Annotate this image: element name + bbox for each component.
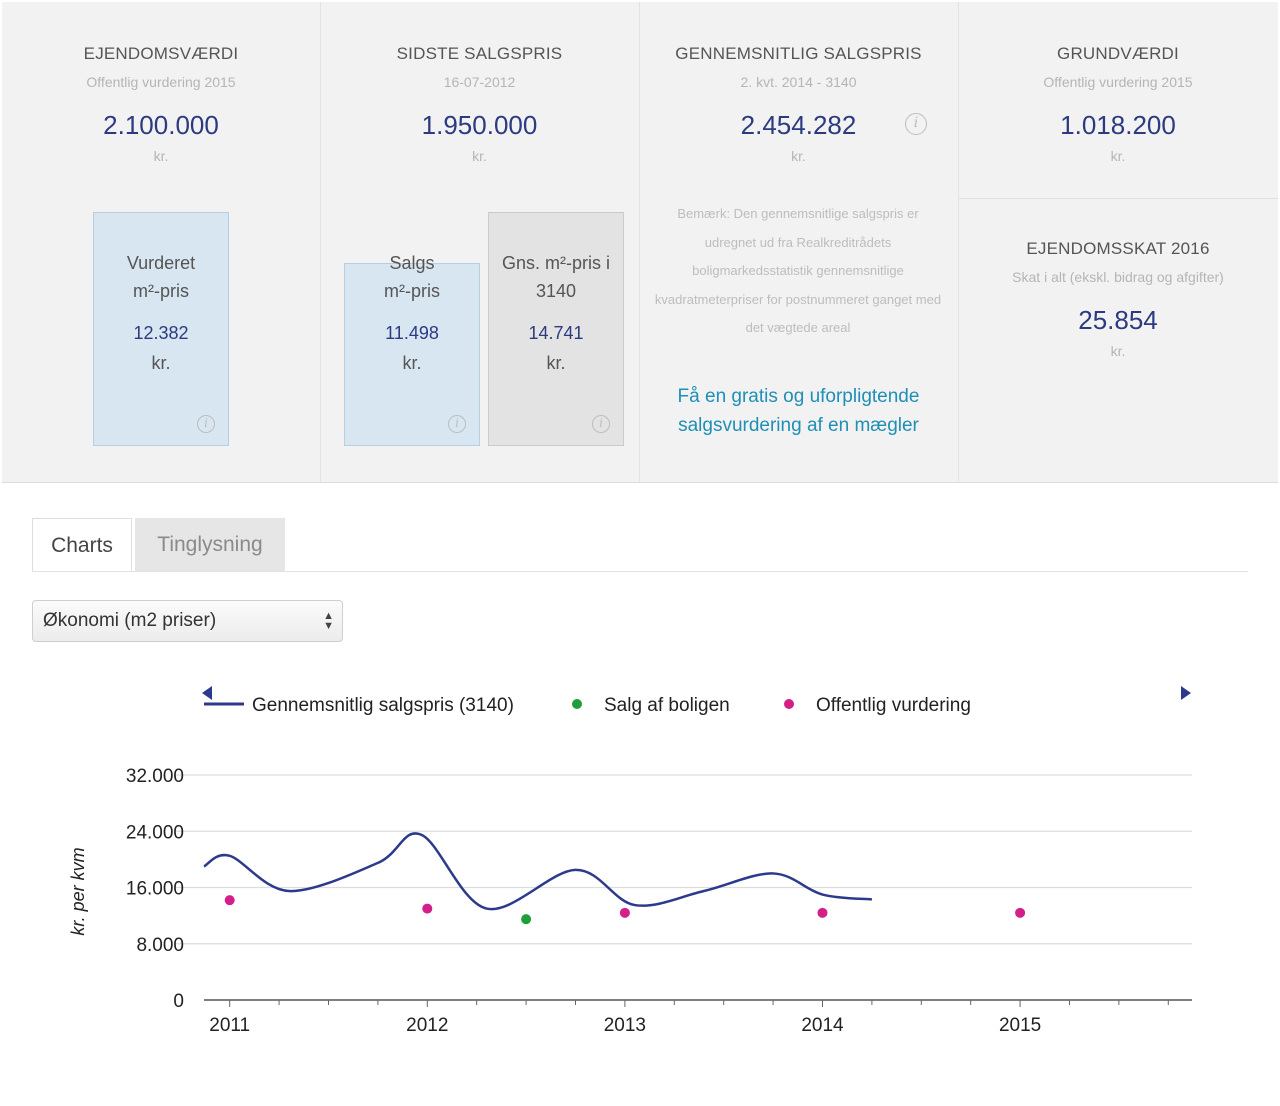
x-tick-label: 2012 xyxy=(406,1015,448,1036)
arrow-right-icon[interactable] xyxy=(1181,686,1191,700)
x-tick-label: 2015 xyxy=(999,1015,1041,1036)
stat-title: GENNEMSNITLIG SALGSPRIS xyxy=(675,44,922,63)
point-offentlig-vurdering xyxy=(1015,907,1026,918)
y-tick-label: 8.000 xyxy=(136,935,184,956)
stat-value: 1.950.000 xyxy=(421,110,538,140)
series-line-gennemsnitlig-salgspris xyxy=(203,832,873,911)
cta-line1[interactable]: Få en gratis og uforpligtende xyxy=(677,386,920,407)
box-unit: kr. xyxy=(151,353,171,373)
box-value: 12.382 xyxy=(133,323,189,343)
stat-unit: kr. xyxy=(153,148,169,164)
gratis-salgsvurdering-link[interactable]: Få en gratis og uforpligtende salgsvurde… xyxy=(639,382,958,440)
tab-tinglysning[interactable]: Tinglysning xyxy=(135,518,285,572)
stat-subtitle: 2. kvt. 2014 - 3140 xyxy=(740,74,857,90)
select-value[interactable]: Økonomi (m2 priser) xyxy=(43,610,217,631)
info-circle-icon[interactable]: i xyxy=(197,415,215,433)
y-tick-label: 24.000 xyxy=(126,822,184,843)
stat-subtitle: 16-07-2012 xyxy=(443,74,516,90)
tab-charts[interactable]: Charts xyxy=(32,518,132,572)
stat-value: 2.454.282 xyxy=(740,110,857,140)
stat-title: GRUNDVÆRDI xyxy=(1057,44,1179,63)
box-unit: kr. xyxy=(546,353,566,373)
chart-plot-area: 0 8.000 16.000 24.000 32.000 2011 2012 2013 2014… xyxy=(68,766,1192,1036)
stat-gennemsnitlig-salgspris: GENNEMSNITLIG SALGSPRIS 2. kvt. 2014 - 3… xyxy=(639,2,959,482)
vurderet-m2-box: Vurderet m²-pris 12.382 kr. i xyxy=(93,212,229,446)
stat-unit: kr. xyxy=(1110,148,1126,164)
stat-unit: kr. xyxy=(472,148,487,164)
stat-sidste-salgspris: SIDSTE SALGSPRIS 16-07-2012 1.950.000 kr… xyxy=(320,2,640,482)
box-label-line1: Gns. m²-pris i xyxy=(502,253,610,273)
legend-green-dot-marker xyxy=(572,699,582,709)
box-unit: kr. xyxy=(402,353,422,373)
box-value: 14.741 xyxy=(528,323,584,343)
box-label-line2: m²-pris xyxy=(384,281,440,301)
y-tick-label: 0 xyxy=(173,991,184,1012)
point-offentlig-vurdering xyxy=(619,907,630,918)
point-offentlig-vurdering xyxy=(224,895,235,906)
chart-type-select[interactable]: Økonomi (m2 priser) ▲ ▼ xyxy=(32,600,343,642)
y-tick-label: 32.000 xyxy=(126,766,184,787)
divider xyxy=(958,198,1278,199)
salgs-m2-box: Salgs m²-pris 11.498 kr. i xyxy=(344,253,480,446)
legend-salg[interactable]: Salg af boligen xyxy=(604,695,730,716)
info-circle-icon[interactable]: i xyxy=(592,415,610,433)
tab-underline xyxy=(32,571,1248,572)
box-label-line2: 3140 xyxy=(535,281,577,301)
stat-subtitle: Offentlig vurdering 2015 xyxy=(1043,74,1193,90)
box-label-line1: Vurderet xyxy=(126,253,196,273)
select-arrows-icon: ▲ ▼ xyxy=(323,610,334,632)
x-tick-label: 2014 xyxy=(801,1015,844,1036)
stat-ejendomsvaerdi: EJENDOMSVÆRDI Offentlig vurdering 2015 2… xyxy=(2,2,321,482)
x-tick-label: 2011 xyxy=(209,1015,250,1036)
stat-subtitle: Skat i alt (ekskl. bidrag og afgifter) xyxy=(1012,269,1224,285)
stat-value: 1.018.200 xyxy=(1060,110,1176,140)
y-axis-label: kr. per kvm xyxy=(68,847,88,935)
gennemsnit-note: Bemærk: Den gennemsnitlige salgspris er … xyxy=(654,206,942,335)
x-tick-label: 2013 xyxy=(604,1015,646,1036)
info-circle-icon[interactable]: i xyxy=(905,113,927,135)
box-label-line2: m²-pris xyxy=(133,281,189,301)
y-tick-label: 16.000 xyxy=(126,879,184,900)
stat-title: SIDSTE SALGSPRIS xyxy=(396,44,563,63)
stat-subtitle: Offentlig vurdering 2015 xyxy=(86,74,236,90)
gns-m2-box: Gns. m²-pris i 3140 14.741 kr. i xyxy=(488,212,624,446)
point-offentlig-vurdering xyxy=(817,907,828,918)
stat-grundvaerdi-ejendomsskat: GRUNDVÆRDI Offentlig vurdering 2015 1.01… xyxy=(958,2,1278,482)
chart-legend: Gennemsnitlig salgspris (3140) Salg af b… xyxy=(204,695,971,716)
legend-pink-dot-marker xyxy=(784,699,794,709)
box-label-line1: Salgs xyxy=(389,253,435,273)
stat-unit: kr. xyxy=(1110,343,1126,359)
stat-value: 25.854 xyxy=(1078,305,1158,335)
stat-unit: kr. xyxy=(791,148,806,164)
info-circle-icon[interactable]: i xyxy=(448,415,466,433)
arrow-left-icon[interactable] xyxy=(202,686,212,700)
price-chart: Gennemsnitlig salgspris (3140) Salg af b… xyxy=(68,686,1192,1036)
stats-panel: EJENDOMSVÆRDI Offentlig vurdering 2015 2… xyxy=(2,2,1278,483)
cta-line2[interactable]: salgsvurdering af en mægler xyxy=(678,415,919,436)
stat-title: EJENDOMSSKAT 2016 xyxy=(1026,239,1210,258)
legend-vurdering[interactable]: Offentlig vurdering xyxy=(816,695,971,716)
stat-value: 2.100.000 xyxy=(103,110,219,140)
point-salg-af-boligen xyxy=(521,914,532,925)
point-offentlig-vurdering xyxy=(422,903,433,914)
box-value: 11.498 xyxy=(385,323,439,343)
legend-gennemsnit[interactable]: Gennemsnitlig salgspris (3140) xyxy=(252,695,514,716)
stat-title: EJENDOMSVÆRDI xyxy=(83,44,239,63)
